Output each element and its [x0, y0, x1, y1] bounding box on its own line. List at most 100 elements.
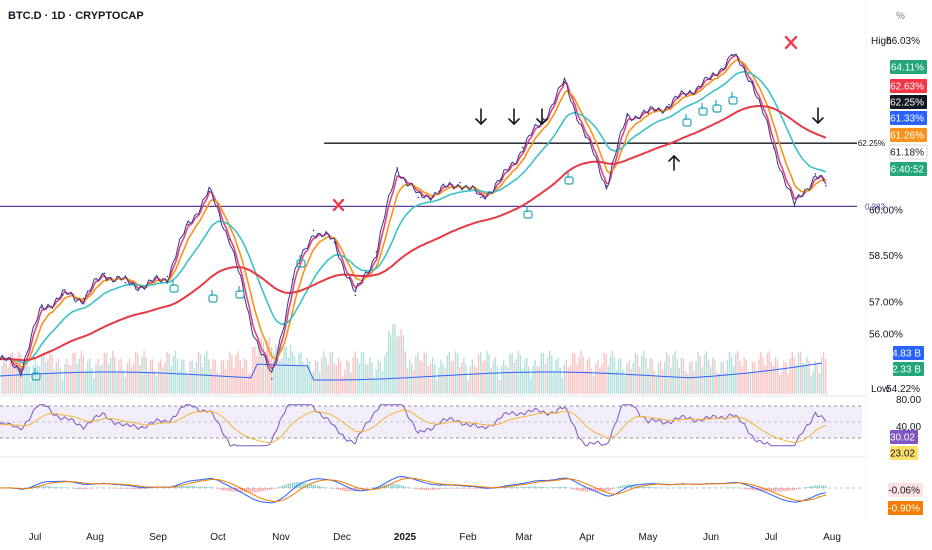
volume-bar: [323, 351, 325, 394]
price-axis-label-bg: [890, 111, 927, 125]
price-point: [0, 358, 1, 360]
hand-pointer-icon[interactable]: [31, 368, 41, 381]
volume-bar: [574, 353, 576, 394]
macd-histogram-bar: [565, 487, 568, 488]
volume-bar: [814, 361, 816, 394]
hand-pointer-icon[interactable]: [296, 255, 306, 268]
macd-histogram-bar: [289, 482, 292, 488]
volume-bar: [30, 380, 32, 394]
macd-histogram-bar: [785, 488, 787, 492]
volume-bar: [820, 357, 823, 394]
down-arrow-icon[interactable]: [475, 108, 487, 126]
hand-pointer-icon[interactable]: [712, 100, 722, 113]
macd-histogram-bar: [183, 485, 185, 488]
macd-histogram-bar: [122, 488, 124, 489]
volume-bar: [379, 362, 382, 394]
macd-histogram-bar: [199, 486, 202, 488]
macd-histogram-bar: [609, 488, 612, 491]
volume-bar: [444, 369, 446, 394]
low-label-value: 54.22%: [886, 384, 920, 395]
volume-bar: [13, 361, 16, 394]
volume-bar: [260, 337, 262, 394]
volume-bar: [262, 341, 264, 394]
macd-histogram-bar: [793, 488, 796, 491]
hand-pointer-icon[interactable]: [523, 206, 533, 219]
x-mark-icon[interactable]: [332, 198, 345, 212]
volume-bar: [519, 354, 522, 394]
volume-bar: [53, 369, 55, 394]
hand-pointer-icon[interactable]: [169, 280, 179, 293]
macd-histogram-bar: [218, 488, 221, 490]
up-arrow-icon[interactable]: [668, 154, 680, 171]
volume-bar: [480, 352, 482, 394]
volume-bar: [141, 356, 143, 394]
down-arrow-icon[interactable]: [812, 107, 824, 125]
macd-histogram-bar: [572, 488, 574, 490]
hand-pointer-icon[interactable]: [235, 286, 245, 299]
down-arrow-icon[interactable]: [508, 108, 520, 126]
x-tick-label: Jun: [703, 532, 719, 543]
annotations-x[interactable]: [332, 35, 798, 212]
annotations[interactable]: [475, 107, 824, 171]
hand-pointer-icon[interactable]: [728, 92, 738, 105]
hand-pointer-icon[interactable]: [682, 114, 692, 127]
volume-axis-label: 62.33 B: [887, 365, 922, 376]
macd-histogram-bar: [538, 486, 540, 488]
volume-bar: [628, 360, 630, 394]
macd-histogram-bar: [561, 486, 563, 488]
macd-histogram-bar: [521, 486, 524, 488]
x-tick-label: May: [639, 532, 658, 543]
hand-pointer-icon[interactable]: [564, 172, 574, 185]
volume-bar: [17, 351, 20, 394]
volume-bar: [555, 360, 557, 394]
volume-bar: [567, 367, 570, 394]
rsi-axis-label-bg: [890, 430, 918, 444]
volume-axis-label-bg: [893, 346, 924, 360]
y-tick-label: 56.00%: [869, 329, 903, 340]
volume-bar: [783, 361, 785, 394]
macd-histogram-bar: [806, 486, 808, 488]
macd-histogram-bar: [509, 486, 511, 488]
macd-histogram-bar: [406, 487, 409, 488]
macd-histogram-bar: [417, 488, 419, 490]
volume-bar: [546, 358, 549, 394]
volume-bar: [431, 357, 434, 394]
volume-bar: [500, 365, 503, 394]
price-line: [0, 53, 827, 378]
macd-histogram-bar: [519, 486, 522, 488]
volume-bar: [582, 356, 584, 394]
hand-pointer-icons[interactable]: [31, 92, 738, 381]
macd-histogram-bar: [747, 488, 750, 490]
volume-bar: [810, 375, 812, 394]
macd-histogram-bar: [206, 486, 208, 488]
hand-pointer-icon[interactable]: [208, 290, 218, 303]
volume-bar: [93, 378, 95, 394]
volume-bar: [66, 358, 68, 394]
volume-bar: [544, 363, 547, 394]
macd-histogram-bar: [51, 486, 53, 488]
volume-bar: [636, 354, 639, 394]
hand-pointer-icon[interactable]: [698, 103, 708, 116]
volume-bar: [101, 364, 103, 394]
axes[interactable]: Jul Aug Sep Oct Nov Dec 2025 Feb Mar Apr May Jun Jul…: [29, 205, 922, 543]
volume-bar: [1, 365, 3, 394]
macd-histogram-bar: [597, 488, 599, 492]
volume-bar: [84, 370, 87, 394]
volume-bar: [285, 346, 287, 394]
volume-bar: [222, 359, 225, 394]
macd-axis-label-bg: [888, 501, 923, 515]
volume-bar: [779, 374, 781, 394]
volume-bar: [373, 377, 375, 394]
volume-bar: [532, 365, 534, 394]
x-mark-icon[interactable]: [784, 35, 798, 50]
volume-bar: [507, 366, 509, 394]
macd-axis-label: -0.06%: [888, 486, 920, 497]
down-arrow-icon[interactable]: [536, 108, 548, 126]
price-point: [229, 238, 231, 241]
macd-histogram-bar: [342, 488, 344, 491]
volume-bar: [371, 362, 373, 394]
volume-bar: [630, 368, 632, 394]
volume-bar: [342, 376, 344, 394]
price-point: [145, 285, 148, 287]
